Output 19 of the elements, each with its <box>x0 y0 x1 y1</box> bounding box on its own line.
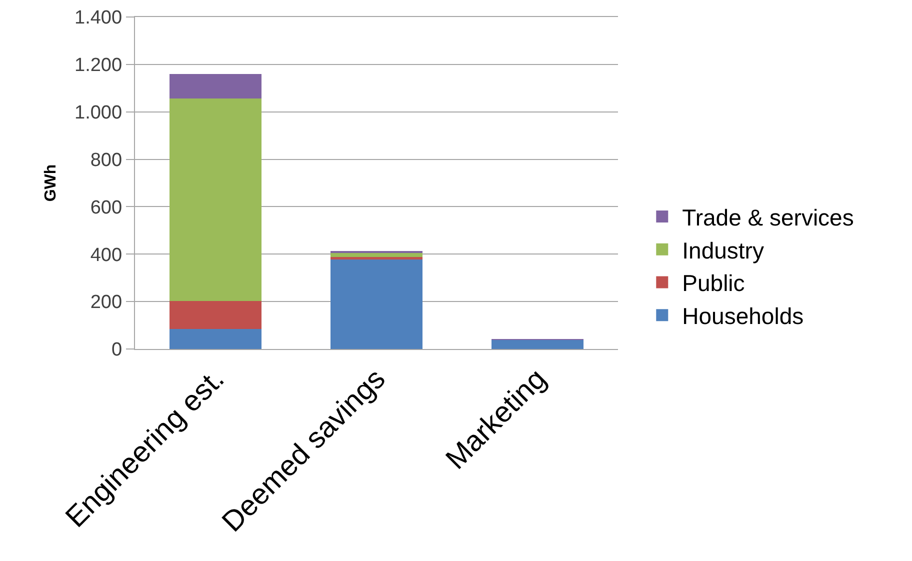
y-tick-label: 600 <box>90 197 122 218</box>
bar <box>170 98 262 302</box>
y-tick-label: 200 <box>90 292 122 314</box>
legend-label: Industry <box>682 237 764 264</box>
legend-label: Public <box>682 270 745 296</box>
bar <box>170 328 262 349</box>
y-tick-label: 800 <box>90 150 122 171</box>
y-tick-label: 1.000 <box>74 102 122 124</box>
bar <box>330 259 422 349</box>
bar <box>170 301 262 329</box>
y-axis-title: GWh <box>42 164 60 202</box>
y-tick-label: 0 <box>111 340 122 361</box>
legend-label: Households <box>682 303 804 330</box>
y-tick-label: 400 <box>90 244 122 266</box>
y-tick-label: 1.200 <box>74 55 122 76</box>
legend-label: Trade & services <box>682 204 854 230</box>
bar <box>492 340 584 349</box>
bar <box>170 74 262 98</box>
y-tick-label: 1.400 <box>74 8 122 29</box>
